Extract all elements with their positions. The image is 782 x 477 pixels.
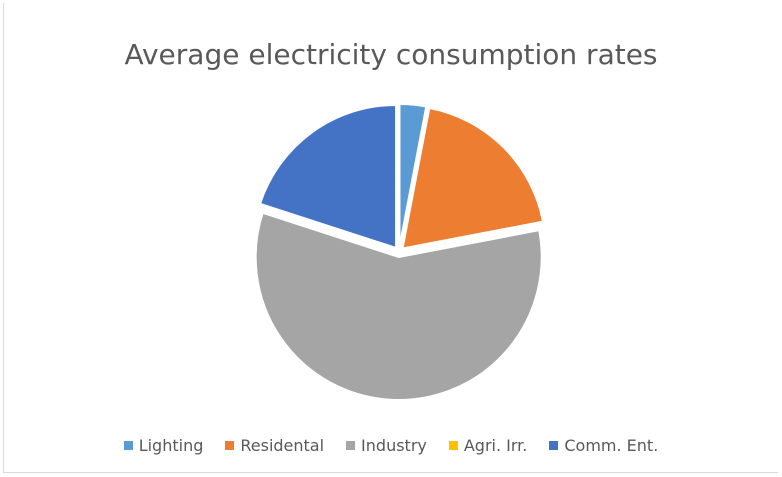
pie-slice-comm-ent	[258, 103, 398, 250]
pie-slice-lighting	[398, 103, 428, 248]
legend-label: Agri. Irr.	[463, 436, 528, 455]
pie-slice-industry	[254, 211, 543, 401]
legend-label: Lighting	[138, 436, 204, 455]
legend-label: Residental	[240, 436, 325, 455]
legend-swatch	[225, 441, 235, 450]
legend-swatch	[123, 441, 133, 450]
pie-slice-residental	[401, 106, 545, 250]
legend-swatch	[346, 441, 356, 450]
legend-item-lighting: Lighting	[123, 436, 204, 455]
legend-swatch	[549, 441, 559, 450]
legend-swatch	[448, 441, 458, 450]
legend-item-industry: Industry	[346, 436, 427, 455]
chart-title: Average electricity consumption rates	[124, 38, 658, 71]
legend-item-comm-ent: Comm. Ent.	[549, 436, 658, 455]
legend-label: Industry	[361, 436, 427, 455]
legend-label: Comm. Ent.	[564, 436, 659, 455]
legend: Lighting Residental Industry Agri. Irr. Comm…	[0, 436, 782, 455]
legend-item-agri-irr: Agri. Irr.	[448, 436, 528, 455]
legend-item-residental: Residental	[225, 436, 324, 455]
